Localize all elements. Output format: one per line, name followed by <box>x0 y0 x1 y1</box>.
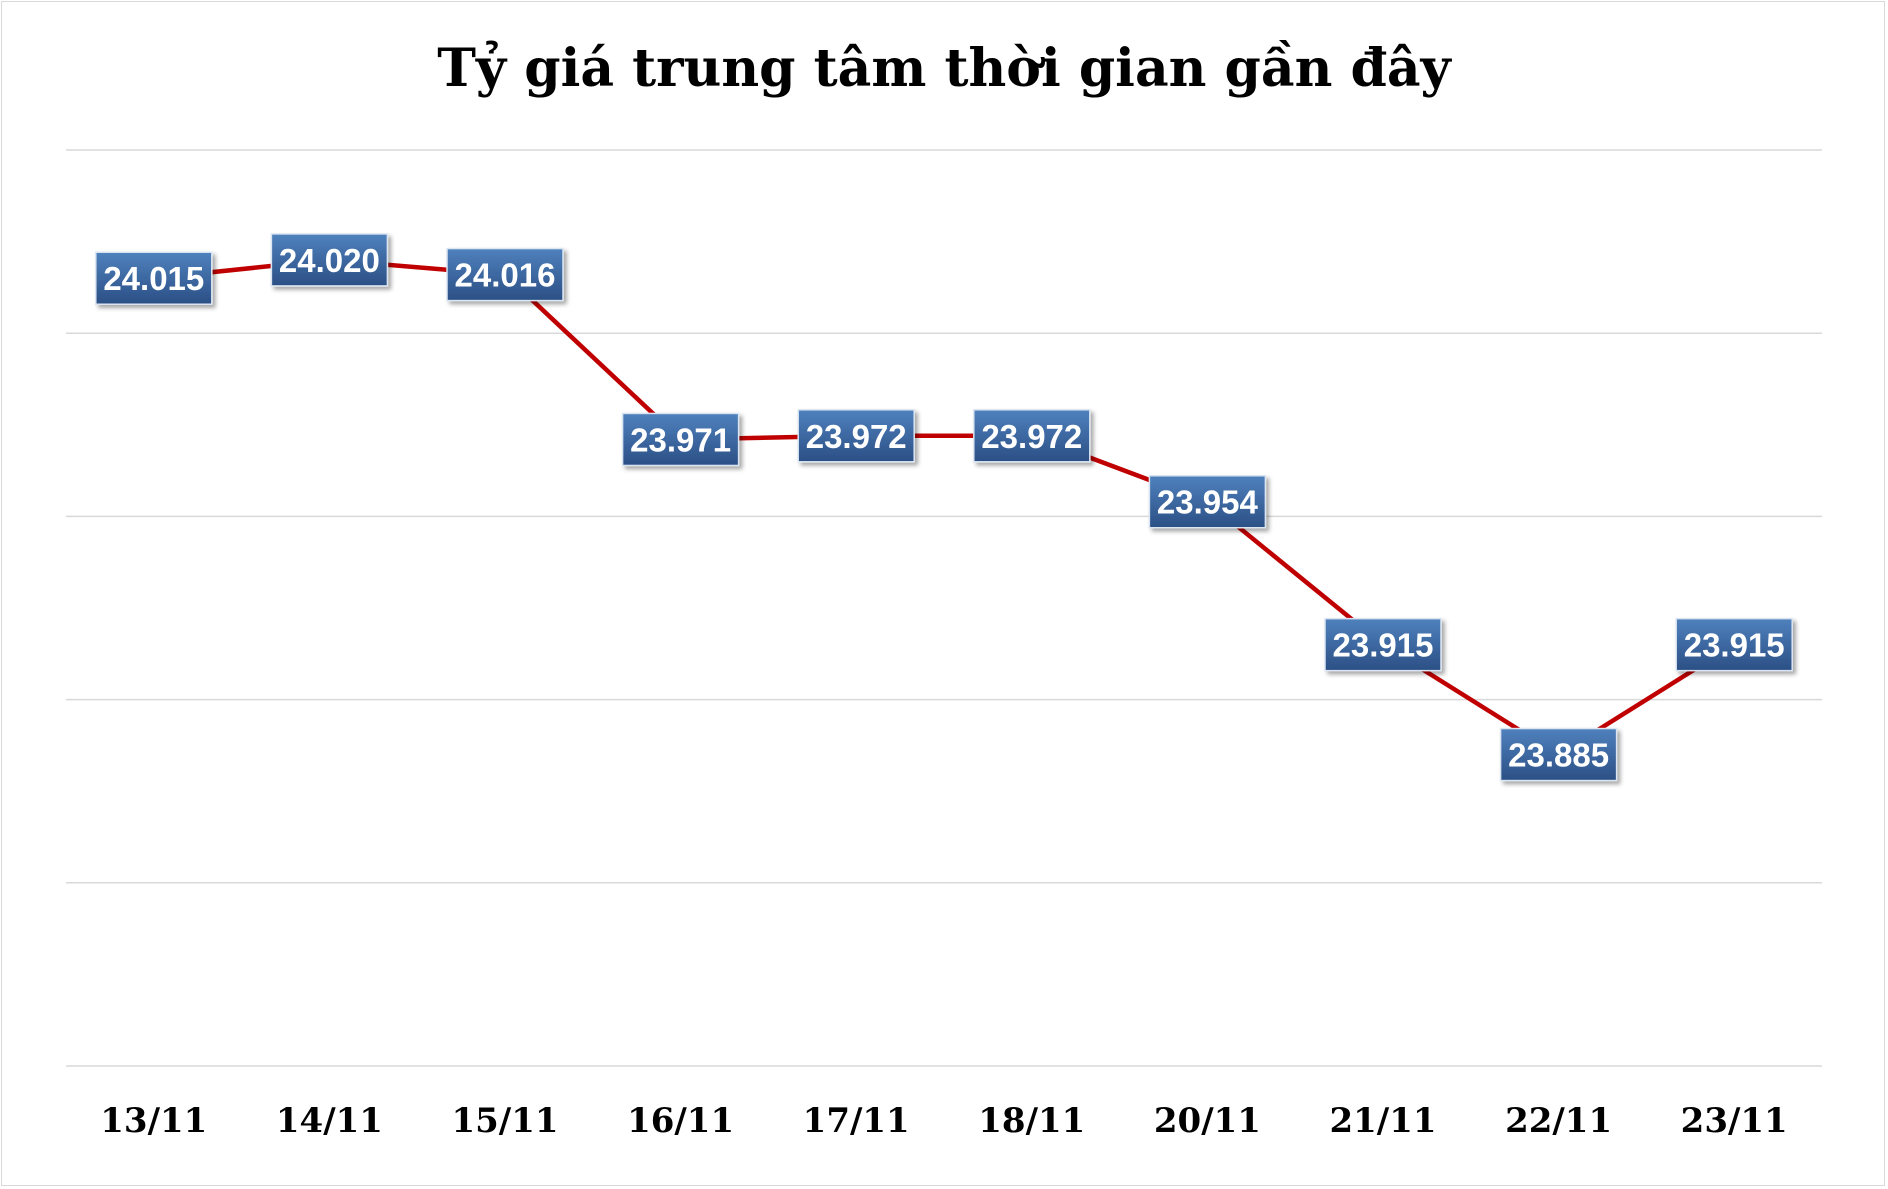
data-label-box <box>446 247 564 302</box>
x-tick-label: 13/11 <box>100 1101 207 1141</box>
x-axis-ticks: 13/11 14/11 15/11 16/11 17/11 18/11 20/11 21/11… <box>100 1101 1787 1141</box>
data-point-label: 23.972 <box>973 409 1091 463</box>
data-label-box <box>1499 727 1618 782</box>
data-label-text: 23.885 <box>1508 737 1609 774</box>
data-label-box <box>1324 617 1442 672</box>
x-tick-label: 20/11 <box>1154 1101 1261 1141</box>
data-label-box <box>1148 474 1267 529</box>
data-point-label: 23.954 <box>1148 474 1267 529</box>
data-point-label: 23.971 <box>621 412 740 467</box>
data-label-text: 23.915 <box>1684 627 1785 664</box>
chart-title: Tỷ giá trung tâm thời gian gần đây <box>437 38 1451 99</box>
x-tick-label: 22/11 <box>1505 1101 1612 1141</box>
data-label-text: 23.972 <box>981 418 1082 455</box>
data-label-box <box>973 409 1091 463</box>
data-label-box <box>797 409 915 463</box>
data-label-text: 23.972 <box>806 418 907 455</box>
x-tick-label: 14/11 <box>276 1101 383 1141</box>
x-tick-label: 15/11 <box>451 1101 558 1141</box>
data-label-text: 24.016 <box>455 257 556 294</box>
data-point-label: 23.972 <box>797 409 915 463</box>
series-line <box>153 257 1736 757</box>
series-line-path <box>153 257 1736 757</box>
x-tick-label: 16/11 <box>627 1101 734 1141</box>
x-tick-label: 23/11 <box>1681 1101 1788 1141</box>
data-point-label: 24.015 <box>95 251 213 305</box>
gridlines <box>66 149 1822 1067</box>
data-label-text: 23.971 <box>630 421 731 458</box>
data-label-box <box>621 412 740 467</box>
data-label-box <box>95 251 213 305</box>
data-label-text: 24.020 <box>279 242 380 279</box>
data-point-label: 24.016 <box>446 247 564 302</box>
data-label-box <box>1675 617 1793 672</box>
data-point-label: 23.885 <box>1499 727 1618 782</box>
data-point-label: 23.915 <box>1675 617 1793 672</box>
data-point-label: 23.915 <box>1324 617 1442 672</box>
x-tick-label: 18/11 <box>978 1101 1085 1141</box>
x-tick-label: 17/11 <box>803 1101 910 1141</box>
data-label-text: 23.954 <box>1157 484 1259 521</box>
x-tick-label: 21/11 <box>1329 1101 1436 1141</box>
data-label-box <box>270 233 389 287</box>
data-label-text: 24.015 <box>103 260 204 297</box>
data-label-text: 23.915 <box>1333 627 1434 664</box>
data-labels: 24.015 24.020 24.016 23.971 23.972 23.972 23.9… <box>95 233 1793 782</box>
data-point-label: 24.020 <box>270 233 389 287</box>
